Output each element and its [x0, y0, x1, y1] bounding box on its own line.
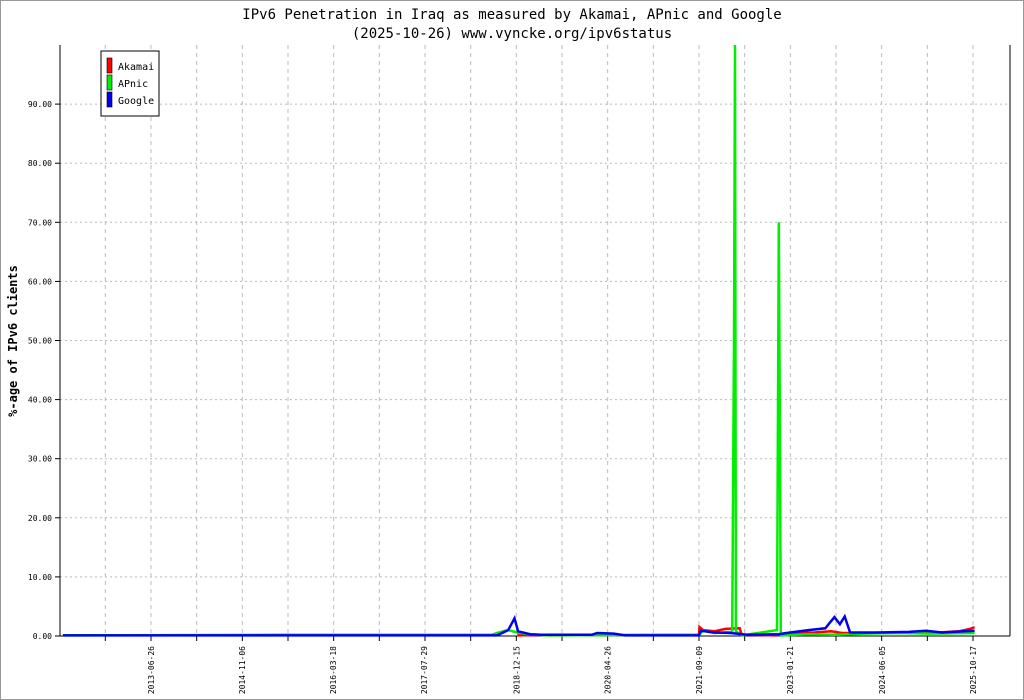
legend: Akamai APnic Google [100, 50, 160, 117]
legend-label-akamai: Akamai [118, 62, 154, 73]
chart-subtitle: (2025-10-26) www.vyncke.org/ipv6status [352, 26, 672, 42]
y-tick-label: 10.00 [28, 573, 52, 582]
y-tick-label: 0.00 [33, 632, 52, 641]
x-tick-label: 2021-09-09 [695, 646, 704, 694]
x-tick-label: 2013-06-26 [147, 646, 156, 694]
legend-label-apnic: APnic [118, 79, 148, 90]
series-line-google [62, 613, 975, 637]
y-tick-label: 40.00 [28, 396, 52, 405]
legend-label-google: Google [118, 96, 154, 107]
x-tick-label: 2016-03-18 [329, 646, 338, 694]
x-tick-label: 2018-12-15 [512, 646, 521, 694]
y-tick-label: 60.00 [28, 277, 52, 286]
x-tick-label: 2024-06-05 [878, 646, 887, 694]
y-tick-label: 20.00 [28, 514, 52, 523]
x-tick-label: 2025-10-17 [969, 646, 978, 694]
y-tick-label: 30.00 [28, 455, 52, 464]
legend-swatch-google [106, 91, 113, 108]
x-tick-label: 2017-07-29 [420, 646, 429, 694]
x-tick-label: 2020-04-26 [603, 646, 612, 694]
series-line-apnic [62, 44, 975, 637]
x-tick-label: 2023-01-21 [786, 646, 795, 694]
y-tick-label: 80.00 [28, 159, 52, 168]
x-tick-label: 2014-11-06 [238, 646, 247, 694]
y-tick-label: 90.00 [28, 100, 52, 109]
legend-swatch-apnic [106, 74, 113, 91]
y-axis-label: %-age of IPv6 clients [6, 265, 20, 417]
y-tick-label: 50.00 [28, 337, 52, 346]
legend-swatch-akamai [106, 57, 113, 74]
chart-title: IPv6 Penetration in Iraq as measured by … [242, 7, 781, 23]
y-tick-label: 70.00 [28, 218, 52, 227]
